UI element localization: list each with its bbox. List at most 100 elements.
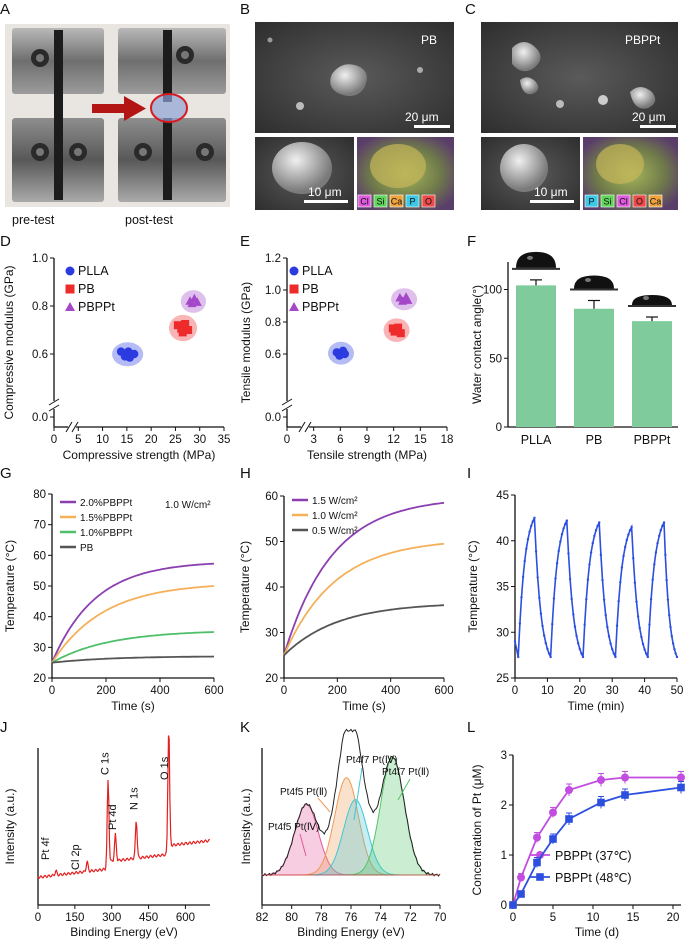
y-tick-label: 2 [501,800,507,812]
sem-main-pbppt [481,22,678,133]
data-point [669,625,672,629]
x-tick-label: PLLA [521,433,552,447]
panel-label: D [0,233,11,250]
data-point [662,521,666,524]
y-tick-label: 30 [33,642,46,654]
y-tick-label: 50 [33,581,46,593]
chart-e: E 0 3 6 9 12 15 18 0.0 0.6 0.8 1.0 1.2 PLLA PB PBPPt Ten… [239,233,453,462]
x-tick-label: 40 [638,685,651,697]
legend-label: 1.5%PBPPt [80,513,132,524]
legend-label: 1.0 W/cm² [312,511,358,522]
panel-a: A pre-test post-test [0,1,230,227]
scale-label-main: 20 μm [632,110,666,124]
data-point [627,533,630,536]
data-point [549,655,552,659]
data-point [547,652,551,655]
element-tag-label: O [636,197,643,207]
data-point [526,538,530,541]
raw-spectrum [261,728,441,877]
series-line [514,517,678,658]
legend-marker [289,302,299,311]
data-point [513,640,517,643]
legend-marker [289,284,299,294]
axis-break [304,421,312,433]
element-tag [389,194,404,208]
data-point [560,533,564,536]
series-line [512,776,681,906]
x-axis-label: Time (d) [575,925,619,939]
data-point [340,349,349,359]
data-point [565,786,573,794]
x-axis-label: Compressive strength (MPa) [63,448,216,462]
droplet-highlight [585,278,591,282]
x-tick-label: 30 [193,434,206,446]
x-tick-label: 10 [541,685,554,697]
y-tick-label: 80 [33,489,46,501]
series-line [51,655,215,664]
x-tick-label: 15 [414,434,427,446]
data-point [528,530,531,533]
data-point [390,327,399,336]
x-axis-label: Tensile strength (MPa) [307,448,427,462]
data-point [632,557,635,560]
sem-tag-pbppt: PBPPt [625,33,661,47]
x-tick-label: 150 [65,912,84,924]
data-point [604,613,607,617]
particle-zoom [272,142,332,194]
panel-c: C PBPPt 20 μm 10 μm P Si Cl O Ca [465,1,678,210]
axis-break [281,398,293,406]
element-tag-label: Ca [391,197,403,207]
element-tag-label: Cl [360,197,369,207]
panel-label: K [240,719,250,736]
y-tick-label: 50 [489,353,502,365]
x-tick-label: 20 [573,685,586,697]
data-point [589,551,593,554]
panel-label: G [0,465,12,482]
data-point [668,613,671,617]
data-point [665,578,668,582]
element-tag [648,194,663,208]
panel-label-c: C [465,1,476,18]
y-tick-label: 0 [496,422,502,434]
data-point [551,622,554,626]
data-point [541,624,544,628]
data-point [542,634,546,637]
data-point [643,648,646,651]
x-tick-label: 10 [587,912,600,924]
data-point [617,600,620,603]
data-point [670,635,674,638]
x-tick-label: 15 [120,434,133,446]
data-point [609,642,612,645]
y-tick-label: 30 [496,627,509,639]
panel-label: J [0,719,8,736]
data-point [620,566,624,569]
element-legend-pbppt: P Si Cl O Ca [584,194,663,208]
x-tick-label: 50 [671,685,684,697]
y-tick-label: 3 [501,750,507,762]
data-point [651,578,654,581]
scale-label-inset: 10 μm [308,185,342,199]
data-point [628,529,632,532]
x-tick-label: 450 [139,912,158,924]
scale-bar [530,200,574,203]
legend-label: 1.5 W/cm² [312,496,358,507]
annotation-arrow [397,778,411,801]
legend-label: 1.0%PBPPt [80,528,132,539]
legend-label: PLLA [78,264,109,278]
data-point [564,522,567,526]
data-point [622,554,625,558]
element-legend-pb: Cl Si Ca P O [357,194,436,208]
data-point [597,798,605,807]
series-line [512,786,682,906]
legend-label: PB [78,282,95,296]
data-point [192,297,202,306]
peak-label: Pt4f7 Pt(Ⅱ) [382,767,429,778]
data-point [544,641,547,645]
x-tick-label: 5 [75,434,81,446]
data-point [178,328,187,337]
scale-label-inset: 10 μm [534,185,568,199]
element-tag [405,194,420,208]
series-line [51,562,215,664]
data-point [656,541,659,545]
element-tag [616,194,631,208]
